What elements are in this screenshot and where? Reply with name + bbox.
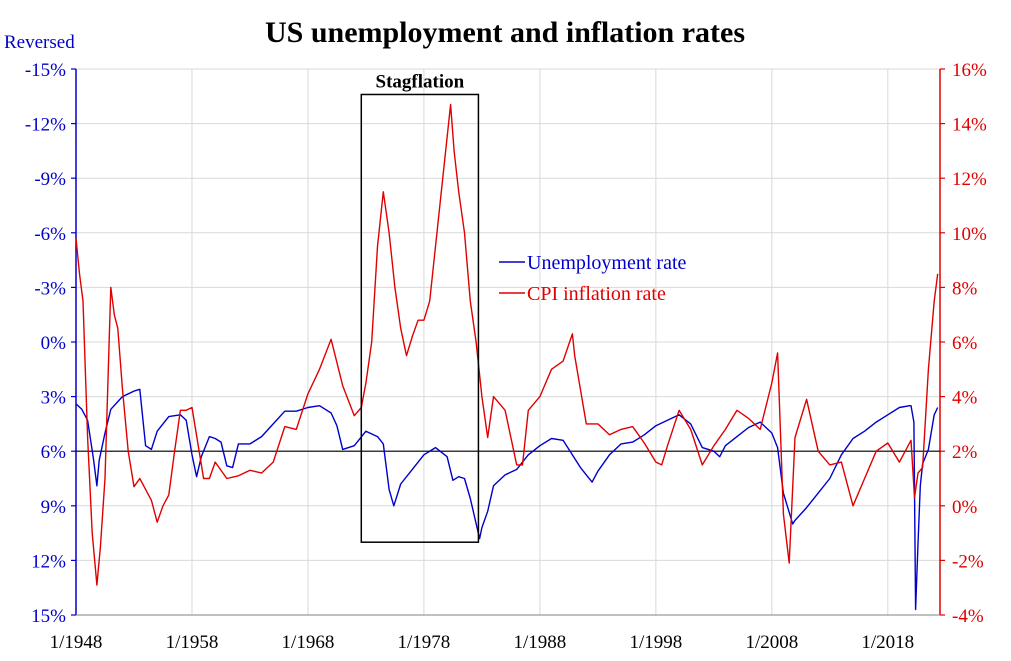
- x-tick-label: 1/2018: [861, 632, 914, 653]
- right-tick-label: 0%: [952, 497, 978, 518]
- x-tick-label: 1/1978: [398, 632, 451, 653]
- cpi-inflation-rate-line: [75, 103, 939, 586]
- left-tick-label: 0%: [41, 333, 67, 354]
- left-tick-label: 15%: [31, 606, 66, 627]
- left-tick-label: -9%: [34, 169, 66, 190]
- x-tick-label: 1/1988: [514, 632, 567, 653]
- series-layer: [75, 103, 939, 611]
- legend: Unemployment rate CPI inflation rate: [499, 252, 687, 305]
- unemployment-rate-line: [75, 388, 939, 611]
- right-tick-label: 6%: [952, 333, 978, 354]
- right-tick-label: 2%: [952, 442, 978, 463]
- right-tick-label: 4%: [952, 388, 978, 409]
- right-tick-label: 12%: [952, 169, 987, 190]
- legend-label-unemployment: Unemployment rate: [527, 252, 687, 274]
- left-tick-label: 3%: [41, 388, 67, 409]
- right-tick-label: 8%: [952, 278, 978, 299]
- chart-title: US unemployment and inflation rates: [265, 16, 745, 49]
- right-tick-label: -4%: [952, 606, 984, 627]
- left-tick-label: 6%: [41, 442, 67, 463]
- left-tick-label: -15%: [25, 60, 66, 81]
- x-tick-label: 1/1998: [629, 632, 682, 653]
- right-tick-label: 14%: [952, 115, 987, 136]
- axes: -15% -12% -9% -6% -3% 0% 3% 6% 9% 12% 15% -4% -2% 0% 2…: [25, 60, 987, 653]
- right-tick-label: -2%: [952, 551, 984, 572]
- stagflation-box: [360, 93, 480, 543]
- left-tick-label: 9%: [41, 497, 67, 518]
- right-tick-label: 16%: [952, 60, 987, 81]
- x-tick-label: 1/1958: [166, 632, 219, 653]
- x-tick-label: 1/1948: [50, 632, 103, 653]
- left-axis-label: Reversed: [4, 32, 75, 53]
- right-tick-label: 10%: [952, 224, 987, 245]
- left-tick-label: -6%: [34, 224, 66, 245]
- x-tick-label: 1/1968: [282, 632, 335, 653]
- annotation-layer: Stagflation: [360, 71, 480, 543]
- x-tick-label: 1/2008: [745, 632, 798, 653]
- left-tick-label: -3%: [34, 278, 66, 299]
- stagflation-label: Stagflation: [376, 71, 465, 92]
- left-tick-label: -12%: [25, 115, 66, 136]
- legend-label-cpi: CPI inflation rate: [527, 283, 666, 305]
- gridlines: [75, 68, 940, 616]
- left-tick-label: 12%: [31, 551, 66, 572]
